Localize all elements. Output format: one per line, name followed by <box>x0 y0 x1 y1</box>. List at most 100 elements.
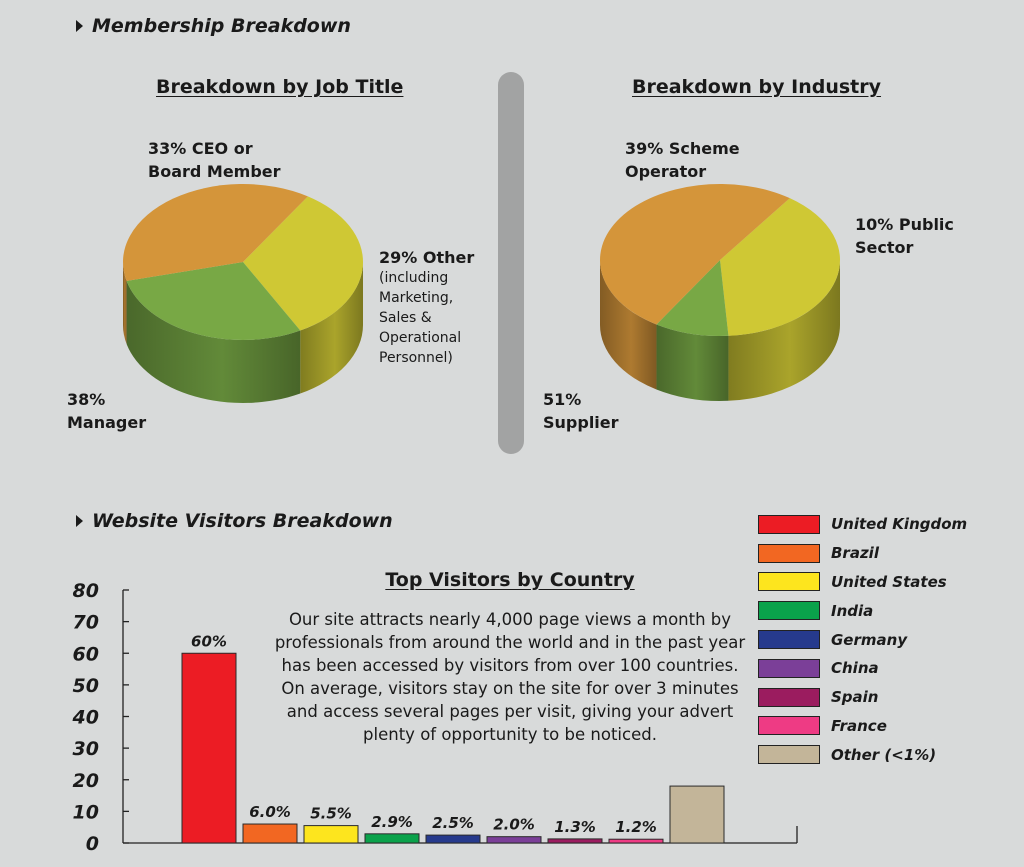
bar-3 <box>364 833 420 844</box>
legend-item: United Kingdom <box>758 510 967 539</box>
pie-side-0-1 <box>126 280 301 403</box>
job-title-pie-title: Breakdown by Job Title <box>156 76 404 98</box>
y-tick-label-50: 50 <box>73 675 99 697</box>
scheme-label: 39% Scheme Operator <box>625 137 740 183</box>
other-detail-line5: Personnel) <box>379 350 453 366</box>
industry-pie-title: Breakdown by Industry <box>632 76 882 98</box>
pie-side-1-1 <box>656 324 729 401</box>
y-tick-label-20: 20 <box>73 770 99 792</box>
y-tick-label-40: 40 <box>72 707 99 729</box>
legend-item: Brazil <box>758 539 967 568</box>
manager-label-line2: Manager <box>67 413 147 432</box>
country-legend: United Kingdom Brazil United States India Ge… <box>758 510 967 769</box>
bar-value-label-1: 6.0% <box>249 803 291 821</box>
bar-value-label-5: 2.0% <box>493 816 535 834</box>
other-detail-line1: (including <box>379 270 449 286</box>
supplier-label: 51% Supplier <box>543 388 619 434</box>
bar-chart-title: Top Visitors by Country <box>385 569 635 591</box>
legend-label: Germany <box>831 630 908 649</box>
legend-swatch <box>758 745 820 765</box>
legend-swatch <box>758 716 820 736</box>
bar-4 <box>425 834 481 844</box>
membership-title-text: Membership Breakdown <box>92 15 351 37</box>
y-tick-label-30: 30 <box>73 738 99 760</box>
triangle-bullet-icon <box>76 515 83 527</box>
other-label: 29% Other <box>379 248 475 267</box>
bar-8 <box>669 785 725 844</box>
supplier-label-line2: Supplier <box>543 413 619 432</box>
pie-slice-0-0 <box>243 196 363 331</box>
legend-label: India <box>831 601 874 620</box>
y-tick-label-0: 0 <box>86 833 99 855</box>
y-tick-label-10: 10 <box>73 801 99 823</box>
bar-value-label-6: 1.3% <box>554 818 596 836</box>
other-detail-line3: Sales & <box>379 310 432 326</box>
public-label-line1: 10% Public <box>855 215 954 234</box>
legend-item: Germany <box>758 625 967 654</box>
legend-swatch <box>758 543 820 563</box>
legend-item: Other (<1%) <box>758 740 967 769</box>
scheme-label-line2: Operator <box>625 162 707 181</box>
bar-6 <box>547 838 603 844</box>
bar-7 <box>608 838 664 844</box>
bar-value-label-0: 60% <box>191 632 227 650</box>
y-tick-label-70: 70 <box>73 612 99 634</box>
legend-swatch <box>758 687 820 707</box>
section-divider <box>498 72 524 454</box>
visitors-description: Our site attracts nearly 4,000 page view… <box>274 610 746 744</box>
legend-swatch <box>758 658 820 678</box>
pie-slice-1-1 <box>656 260 729 336</box>
pie-side-1-0 <box>728 260 840 401</box>
y-tick-label-60: 60 <box>73 643 99 665</box>
pie-0 <box>123 184 363 403</box>
bar-5 <box>486 836 542 844</box>
manager-label: 38% Manager <box>67 388 146 434</box>
bar-value-label-4: 2.5% <box>432 814 474 832</box>
visitors-title-text: Website Visitors Breakdown <box>92 510 393 532</box>
legend-label: Brazil <box>831 544 879 563</box>
ceo-label-line2: Board Member <box>148 162 281 181</box>
legend-label: United States <box>831 572 947 591</box>
bar-value-label-2: 5.5% <box>310 805 352 823</box>
y-tick-label-80: 80 <box>73 580 99 602</box>
pie-side-0-0 <box>300 262 363 394</box>
other-detail-line4: Operational <box>379 330 462 346</box>
legend-item: France <box>758 712 967 741</box>
manager-label-line1: 38% <box>67 390 106 409</box>
pie-slice-0-1 <box>126 262 301 340</box>
pie-slice-0-2 <box>123 184 308 281</box>
legend-label: United Kingdom <box>831 515 968 534</box>
bar-0 <box>181 652 237 844</box>
bar-value-label-7: 1.2% <box>615 818 657 836</box>
legend-label: Other (<1%) <box>831 745 937 764</box>
public-label-line2: Sector <box>855 238 914 257</box>
legend-swatch <box>758 514 820 534</box>
supplier-label-line1: 51% <box>543 390 582 409</box>
pie-side-0-2 <box>123 262 127 344</box>
triangle-bullet-icon <box>76 20 83 32</box>
visitors-section-title: Website Visitors Breakdown <box>76 510 393 532</box>
pie-side-1-2 <box>600 260 657 390</box>
legend-item: Spain <box>758 683 967 712</box>
other-detail-line2: Marketing, <box>379 290 454 306</box>
legend-label: France <box>831 716 887 735</box>
legend-swatch <box>758 601 820 621</box>
ceo-label: 33% CEO or Board Member <box>148 137 281 183</box>
ceo-label-line1: 33% CEO or <box>148 139 253 158</box>
pie-slice-1-0 <box>720 198 840 336</box>
public-label: 10% Public Sector <box>855 213 954 259</box>
other-detail-label: (including Marketing, Sales & Operationa… <box>379 268 461 368</box>
legend-swatch <box>758 630 820 650</box>
legend-label: Spain <box>831 688 879 707</box>
legend-item: India <box>758 596 967 625</box>
membership-section-title: Membership Breakdown <box>76 15 351 37</box>
bar-2 <box>303 825 359 844</box>
bar-1 <box>242 823 298 844</box>
legend-label: China <box>831 659 879 678</box>
bar-value-label-3: 2.9% <box>371 813 413 831</box>
legend-swatch <box>758 572 820 592</box>
pie-1 <box>600 183 840 401</box>
legend-item: United States <box>758 568 967 597</box>
pie-slice-1-2 <box>600 183 790 325</box>
